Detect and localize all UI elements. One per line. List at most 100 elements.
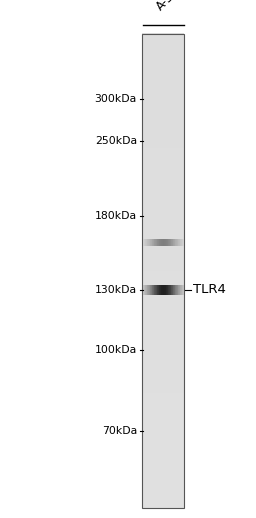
Bar xyxy=(142,199,184,204)
Bar xyxy=(155,239,156,246)
Bar xyxy=(171,239,172,246)
Bar xyxy=(142,286,184,291)
Bar xyxy=(142,476,184,480)
Bar xyxy=(143,285,144,295)
Bar xyxy=(142,420,184,425)
Bar xyxy=(145,239,146,246)
Bar xyxy=(167,239,168,246)
Bar xyxy=(142,124,184,128)
Bar xyxy=(142,377,184,381)
Bar xyxy=(142,503,184,508)
Bar xyxy=(142,266,184,270)
Bar xyxy=(175,285,176,295)
Bar xyxy=(142,408,184,413)
Bar xyxy=(147,239,148,246)
Bar xyxy=(142,483,184,488)
Bar xyxy=(164,239,165,246)
Bar xyxy=(165,285,166,295)
Bar xyxy=(142,215,184,219)
Text: A-549: A-549 xyxy=(154,0,188,13)
Bar xyxy=(142,456,184,460)
Bar xyxy=(142,152,184,156)
Bar xyxy=(162,285,163,295)
Bar xyxy=(142,33,184,38)
Bar xyxy=(175,239,176,246)
Bar xyxy=(142,495,184,500)
Bar xyxy=(169,285,170,295)
Bar xyxy=(144,285,145,295)
Bar xyxy=(142,41,184,46)
Bar xyxy=(142,373,184,377)
Bar xyxy=(170,239,172,246)
Bar xyxy=(142,89,184,93)
Bar xyxy=(181,239,182,246)
Bar xyxy=(166,239,167,246)
Bar xyxy=(151,285,152,295)
Bar xyxy=(179,285,180,295)
Bar xyxy=(171,285,172,295)
Bar xyxy=(181,285,182,295)
Bar xyxy=(142,262,184,267)
Bar xyxy=(162,239,163,246)
Bar xyxy=(177,285,178,295)
Bar xyxy=(147,239,148,246)
Bar xyxy=(154,285,155,295)
Bar xyxy=(142,219,184,223)
Bar xyxy=(148,239,149,246)
Bar xyxy=(157,239,158,246)
Bar xyxy=(170,285,172,295)
Bar xyxy=(147,285,148,295)
Bar xyxy=(158,239,159,246)
Bar xyxy=(142,116,184,121)
Bar xyxy=(142,294,184,298)
Bar xyxy=(142,203,184,207)
Bar xyxy=(176,239,177,246)
Bar xyxy=(152,239,153,246)
Bar xyxy=(142,460,184,464)
Bar xyxy=(142,301,184,306)
Bar xyxy=(173,239,174,246)
Bar xyxy=(163,285,164,295)
Bar xyxy=(151,239,152,246)
Text: 100kDa: 100kDa xyxy=(95,344,137,355)
Bar xyxy=(142,452,184,456)
Bar xyxy=(142,405,184,409)
Bar xyxy=(161,239,162,246)
Bar xyxy=(145,239,146,246)
Bar xyxy=(142,290,184,294)
Bar xyxy=(142,96,184,101)
Bar xyxy=(142,440,184,444)
Bar xyxy=(167,285,168,295)
Bar xyxy=(152,285,153,295)
Bar xyxy=(182,239,183,246)
Text: TLR4: TLR4 xyxy=(193,283,226,296)
Bar xyxy=(142,69,184,73)
Bar xyxy=(166,285,167,295)
Bar xyxy=(142,61,184,65)
Text: 70kDa: 70kDa xyxy=(102,426,137,436)
Bar xyxy=(142,247,184,251)
Bar xyxy=(173,285,174,295)
Bar xyxy=(142,385,184,389)
Bar xyxy=(150,239,151,246)
Bar xyxy=(142,164,184,168)
Bar xyxy=(174,285,175,295)
Bar xyxy=(178,239,179,246)
Bar xyxy=(142,329,184,334)
Bar xyxy=(142,357,184,362)
Bar xyxy=(142,400,184,405)
Bar xyxy=(152,285,153,295)
Bar xyxy=(142,298,184,302)
Bar xyxy=(142,310,184,314)
Bar xyxy=(149,285,150,295)
Bar xyxy=(142,353,184,357)
Text: 180kDa: 180kDa xyxy=(95,211,137,221)
Text: 300kDa: 300kDa xyxy=(95,94,137,104)
Bar xyxy=(145,285,146,295)
Bar xyxy=(142,388,184,393)
Bar xyxy=(142,306,184,310)
Bar xyxy=(142,231,184,235)
Bar xyxy=(142,432,184,437)
Bar xyxy=(155,285,156,295)
Bar xyxy=(183,239,184,246)
